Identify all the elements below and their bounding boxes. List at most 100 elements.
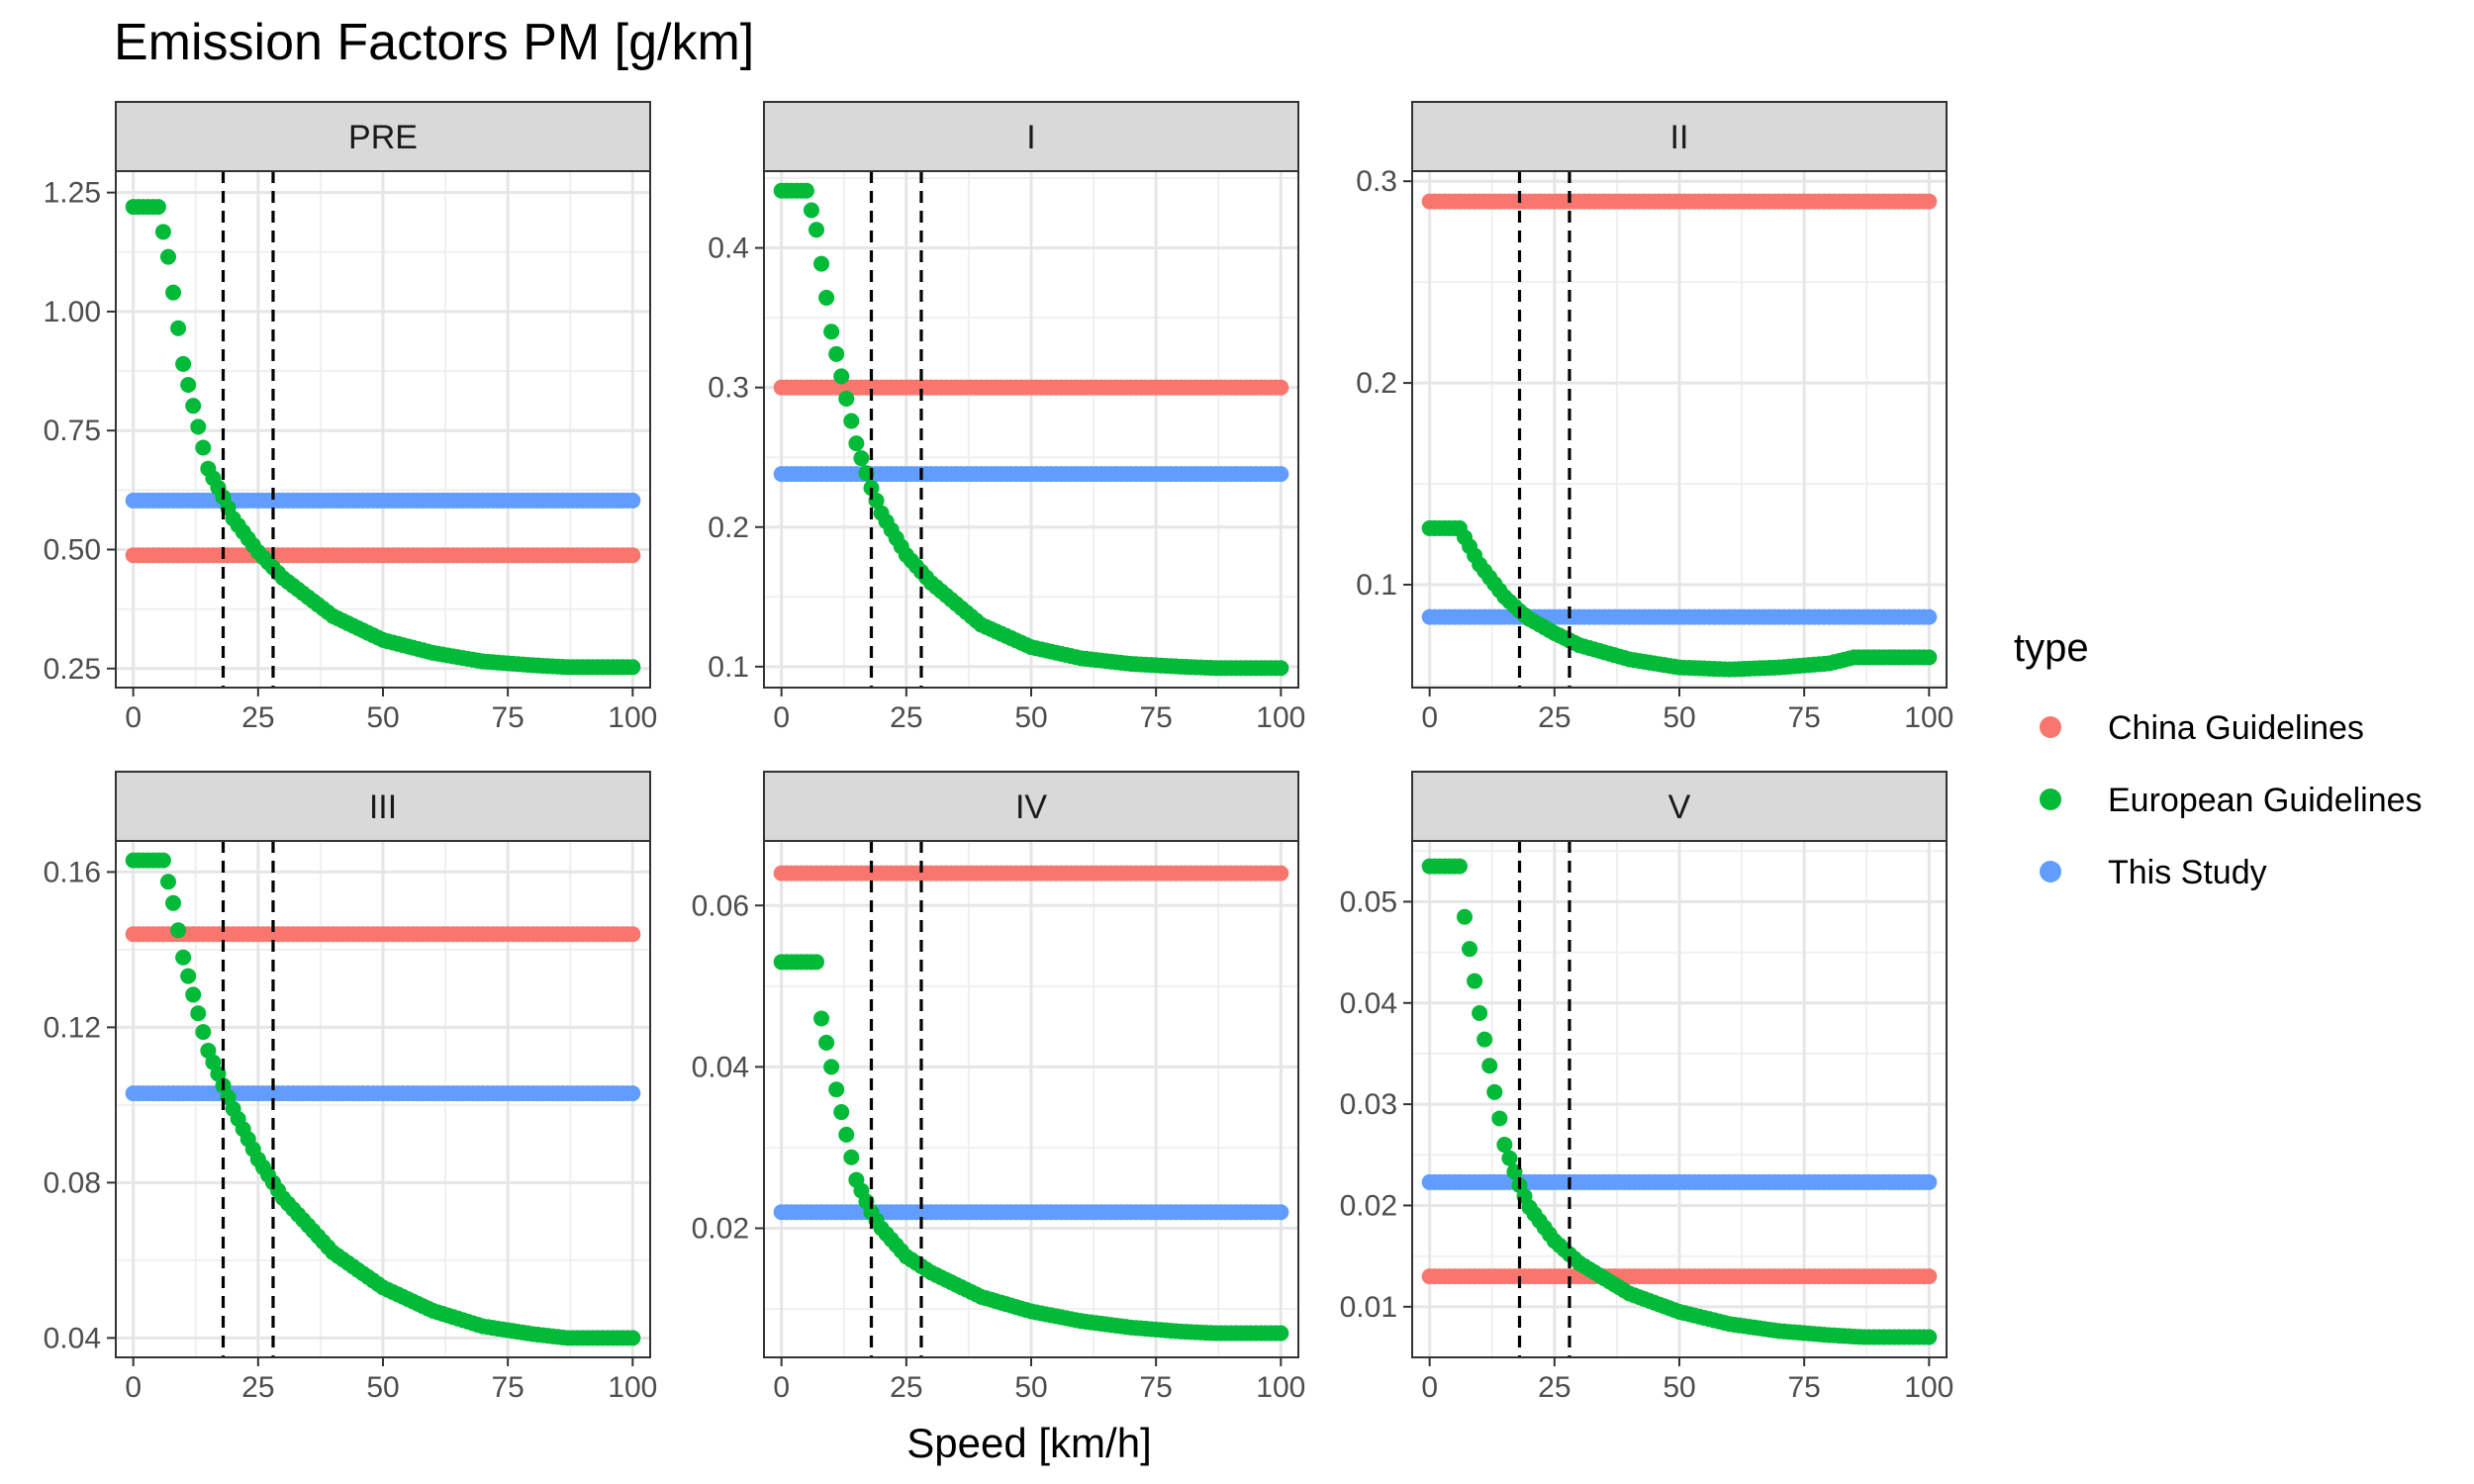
series-european-guidelines bbox=[125, 199, 641, 676]
data-point bbox=[1273, 1325, 1289, 1342]
data-point bbox=[624, 492, 641, 509]
x-tick-label: 50 bbox=[1014, 701, 1047, 734]
series-this-study bbox=[773, 1204, 1289, 1221]
data-point bbox=[624, 926, 641, 943]
data-point bbox=[165, 284, 182, 301]
data-point bbox=[1921, 649, 1938, 666]
data-layer bbox=[773, 865, 1289, 1342]
facet-strip-label: I bbox=[1026, 119, 1035, 156]
data-point bbox=[853, 450, 870, 467]
y-tick-label: 0.2 bbox=[708, 511, 749, 544]
series-this-study bbox=[773, 466, 1289, 483]
legend-key bbox=[2040, 788, 2061, 810]
x-tick-label: 75 bbox=[491, 1371, 523, 1404]
data-point bbox=[818, 289, 835, 306]
facet-strip bbox=[115, 771, 651, 842]
y-tick-label: 0.3 bbox=[708, 372, 749, 405]
data-point bbox=[1921, 1173, 1938, 1190]
facet-panels: PRE 0 25 50 75 100 0.25 0.50 0.75 1.00 1.25 I 0 25 50 7… bbox=[44, 101, 1953, 1404]
data-layer bbox=[1421, 193, 1938, 678]
data-point bbox=[1462, 941, 1478, 958]
legend-key bbox=[2040, 716, 2061, 738]
facet-strip bbox=[763, 771, 1299, 842]
x-tick-label: 100 bbox=[1256, 1371, 1305, 1404]
data-point bbox=[823, 324, 840, 340]
data-layer bbox=[773, 182, 1289, 677]
facet-strip-label: III bbox=[369, 788, 397, 826]
data-point bbox=[828, 345, 845, 362]
data-point bbox=[175, 949, 192, 966]
y-tick-label: 0.02 bbox=[1340, 1189, 1397, 1222]
y-tick-label: 0.06 bbox=[692, 889, 749, 922]
data-point bbox=[808, 222, 824, 238]
x-tick-label: 0 bbox=[773, 701, 790, 734]
x-tick-label: 25 bbox=[1538, 1371, 1570, 1404]
data-point bbox=[1481, 1058, 1498, 1074]
series-china-guidelines bbox=[1421, 193, 1938, 210]
data-point bbox=[813, 1010, 830, 1027]
data-point bbox=[833, 1104, 850, 1121]
x-tick-label: 25 bbox=[1538, 701, 1570, 734]
x-tick-label: 25 bbox=[890, 701, 922, 734]
y-tick-label: 0.03 bbox=[1340, 1088, 1397, 1121]
y-tick-label: 0.01 bbox=[1340, 1291, 1397, 1324]
y-tick-label: 0.3 bbox=[1356, 165, 1397, 198]
data-point bbox=[154, 224, 171, 240]
series-this-study bbox=[125, 1085, 641, 1102]
facet-panel-i: I 0 25 50 75 100 0.1 0.2 0.3 0.4 bbox=[708, 101, 1305, 734]
data-point bbox=[170, 320, 187, 336]
series-european-guidelines bbox=[773, 954, 1289, 1342]
y-tick-label: 0.02 bbox=[692, 1213, 749, 1246]
x-tick-label: 50 bbox=[366, 701, 399, 734]
series-european-guidelines bbox=[125, 852, 641, 1346]
data-point bbox=[1472, 1005, 1488, 1021]
x-tick-label: 25 bbox=[890, 1371, 922, 1404]
y-tick-label: 0.16 bbox=[44, 856, 101, 888]
data-point bbox=[1921, 1268, 1938, 1285]
legend-label: European Guidelines bbox=[2108, 782, 2423, 819]
data-point bbox=[1496, 1137, 1513, 1154]
data-point bbox=[1921, 193, 1938, 210]
data-point bbox=[185, 986, 202, 1003]
data-point bbox=[813, 255, 830, 272]
data-point bbox=[803, 202, 819, 219]
x-tick-label: 0 bbox=[1421, 1371, 1438, 1404]
y-tick-label: 0.50 bbox=[44, 533, 101, 566]
y-tick-label: 1.25 bbox=[44, 177, 101, 210]
facet-strip-label: V bbox=[1668, 788, 1691, 826]
y-tick-label: 1.00 bbox=[44, 296, 101, 328]
x-tick-label: 100 bbox=[608, 1371, 657, 1404]
series-china-guidelines bbox=[125, 926, 641, 943]
data-point bbox=[1476, 1031, 1493, 1048]
facet-panel-iii: III 0 25 50 75 100 0.04 0.08 0.12 0.16 bbox=[44, 771, 657, 1404]
y-tick-label: 0.75 bbox=[44, 415, 101, 447]
data-point bbox=[838, 390, 855, 407]
y-tick-label: 0.4 bbox=[708, 232, 749, 265]
facet-panel-ii: II 0 25 50 75 100 0.1 0.2 0.3 bbox=[1356, 101, 1953, 734]
series-european-guidelines bbox=[1421, 519, 1938, 678]
data-point bbox=[808, 954, 824, 971]
legend-items: China Guidelines European Guidelines This … bbox=[2040, 709, 2423, 891]
data-point bbox=[1467, 973, 1483, 989]
data-point bbox=[195, 1024, 212, 1041]
data-point bbox=[1273, 379, 1289, 396]
x-tick-label: 50 bbox=[366, 1371, 399, 1404]
x-tick-label: 50 bbox=[1663, 701, 1695, 734]
data-point bbox=[195, 439, 212, 456]
y-tick-label: 0.04 bbox=[44, 1322, 101, 1354]
series-china-guidelines bbox=[125, 547, 641, 564]
data-point bbox=[1456, 908, 1473, 925]
data-point bbox=[1491, 1110, 1508, 1127]
data-point bbox=[823, 1059, 840, 1075]
y-tick-label: 0.25 bbox=[44, 653, 101, 686]
facet-panel-iv: IV 0 25 50 75 100 0.02 0.04 0.06 bbox=[692, 771, 1305, 1404]
y-tick-label: 0.05 bbox=[1340, 885, 1397, 918]
data-point bbox=[843, 413, 860, 429]
data-point bbox=[828, 1081, 845, 1098]
data-point bbox=[848, 435, 865, 452]
y-tick-label: 0.1 bbox=[1356, 569, 1397, 602]
data-point bbox=[1273, 466, 1289, 483]
x-tick-label: 0 bbox=[125, 701, 142, 734]
x-tick-label: 100 bbox=[1256, 701, 1305, 734]
